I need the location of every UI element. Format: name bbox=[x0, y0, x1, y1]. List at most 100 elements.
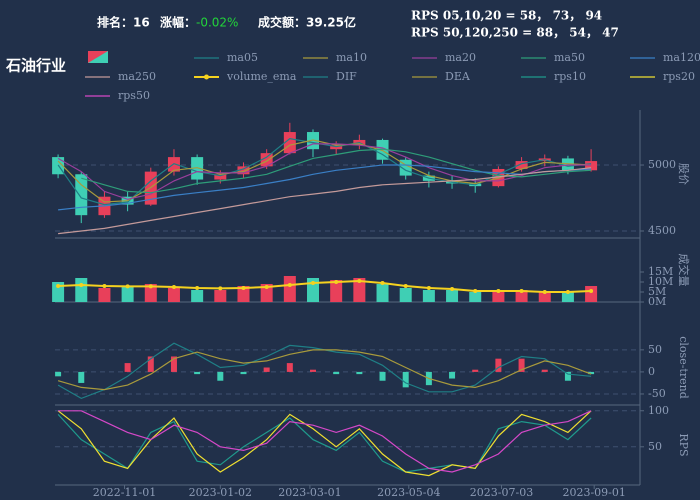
macd-bar bbox=[310, 369, 317, 372]
legend-label: rps50 bbox=[118, 89, 150, 102]
legend-label: rps10 bbox=[554, 70, 586, 83]
ema-point bbox=[79, 283, 84, 287]
legend-label: DIF bbox=[336, 70, 357, 83]
volume-bar bbox=[585, 286, 598, 302]
legend-label: ma250 bbox=[118, 70, 156, 83]
volume-bar bbox=[353, 278, 366, 302]
ema-point bbox=[102, 284, 107, 288]
x-tick-label: 2023-01-02 bbox=[189, 486, 252, 499]
macd-bar bbox=[286, 363, 293, 372]
series-line bbox=[58, 410, 592, 473]
macd-bar bbox=[518, 358, 525, 372]
ema-point bbox=[218, 286, 223, 291]
macd-bar bbox=[55, 371, 62, 377]
volume-bar bbox=[399, 288, 412, 302]
series-line bbox=[57, 349, 592, 391]
volume-bar bbox=[283, 276, 296, 302]
legend-label: ma10 bbox=[336, 51, 367, 64]
macd-bar bbox=[449, 371, 456, 379]
y-tick-label: -50 bbox=[648, 387, 666, 400]
ema-point bbox=[450, 287, 455, 291]
volume-bar bbox=[214, 290, 227, 302]
y-tick-label: 0M bbox=[648, 295, 666, 308]
volume-bar bbox=[469, 292, 482, 302]
y-axis-label: RPS bbox=[677, 433, 690, 456]
volume-bar bbox=[492, 290, 505, 302]
volume-bar bbox=[515, 290, 528, 302]
macd-bar bbox=[263, 367, 270, 372]
candle-body bbox=[237, 166, 250, 175]
candle-body bbox=[585, 161, 598, 171]
volume-bar bbox=[376, 284, 389, 302]
y-tick-label: 5M bbox=[648, 285, 666, 298]
y-tick-label: 50 bbox=[648, 440, 662, 453]
series-line bbox=[58, 164, 592, 211]
legend-label: ma20 bbox=[445, 51, 476, 64]
y-axis-label: 股价 bbox=[677, 163, 690, 185]
legend-point bbox=[204, 74, 209, 80]
legend-candle-icon bbox=[88, 51, 108, 63]
ema-point bbox=[426, 286, 431, 290]
macd-bar bbox=[402, 371, 409, 388]
candle-body bbox=[75, 174, 88, 216]
volume-bar bbox=[422, 290, 435, 302]
macd-bar bbox=[147, 356, 154, 372]
candle-body bbox=[376, 139, 389, 160]
ema-point bbox=[380, 281, 385, 285]
candle-body bbox=[214, 174, 227, 180]
y-tick-label: 50 bbox=[648, 343, 662, 356]
series-line bbox=[57, 410, 592, 477]
ema-point bbox=[56, 284, 61, 288]
legend-label: ma50 bbox=[554, 51, 585, 64]
series-line bbox=[58, 279, 592, 293]
legend-label: DEA bbox=[445, 70, 471, 83]
volume-bar bbox=[75, 278, 88, 302]
macd-bar bbox=[472, 369, 479, 372]
ema-point bbox=[403, 284, 408, 288]
ema-point bbox=[125, 284, 130, 289]
title: 石油行业 bbox=[5, 57, 66, 75]
turnover: 成交额：39.25亿 bbox=[258, 15, 356, 30]
ema-point bbox=[264, 285, 269, 289]
volume-bar bbox=[52, 282, 65, 302]
ema-point bbox=[357, 279, 362, 283]
macd-bar bbox=[333, 371, 340, 375]
y-tick-label: 5000 bbox=[648, 158, 676, 171]
ema-point bbox=[171, 285, 176, 289]
macd-bar bbox=[170, 356, 177, 372]
ema-point bbox=[241, 286, 246, 290]
volume-bar bbox=[446, 290, 459, 302]
rps-short: RPS 05,10,20 = 58， 73， 94 bbox=[411, 9, 602, 23]
ema-point bbox=[311, 281, 316, 285]
ema-point bbox=[473, 289, 478, 293]
volume-bar bbox=[237, 286, 250, 302]
macd-bar bbox=[194, 371, 201, 375]
x-tick-label: 2023-07-03 bbox=[470, 486, 533, 499]
macd-bar bbox=[240, 371, 247, 375]
rank: 排名：16 bbox=[97, 15, 150, 30]
volume-bar bbox=[121, 286, 134, 302]
volume-bar bbox=[260, 284, 273, 302]
macd-bar bbox=[124, 363, 131, 372]
x-tick-label: 2023-09-01 bbox=[562, 486, 625, 499]
volume-bar bbox=[330, 280, 343, 302]
ema-point bbox=[334, 280, 339, 284]
ema-point bbox=[148, 284, 153, 289]
series-line bbox=[57, 143, 592, 200]
ema-point bbox=[565, 290, 570, 294]
y-tick-label: 4500 bbox=[648, 224, 676, 237]
legend-label: ma05 bbox=[227, 51, 258, 64]
ema-point bbox=[195, 286, 200, 290]
x-tick-label: 2022-11-01 bbox=[93, 486, 156, 499]
change-label: 涨幅： bbox=[160, 15, 196, 30]
volume-bar bbox=[98, 288, 111, 302]
volume-bar bbox=[191, 290, 204, 302]
macd-bar bbox=[356, 371, 363, 375]
macd-bar bbox=[564, 371, 571, 381]
macd-bar bbox=[217, 371, 224, 381]
legend-label: volume_ema bbox=[226, 70, 297, 83]
ema-point bbox=[519, 289, 524, 293]
candle-body bbox=[330, 145, 343, 150]
change: -0.02% bbox=[196, 16, 238, 30]
